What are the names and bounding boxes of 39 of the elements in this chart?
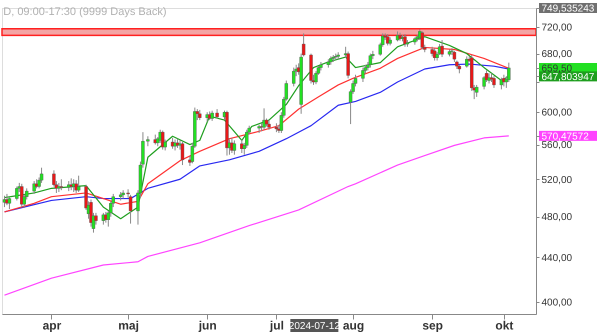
x-tick-label: sep xyxy=(422,318,444,332)
candlestick xyxy=(60,178,64,191)
candlestick xyxy=(8,197,12,210)
y-tick-label: 600,00 xyxy=(542,108,573,119)
y-tick-label: 570,47572 xyxy=(542,131,590,142)
y-tick-label: 480,00 xyxy=(542,212,573,224)
candlestick xyxy=(180,142,184,166)
y-tick-label: 400,00 xyxy=(542,298,573,309)
y-tick-label: 720,00 xyxy=(542,22,573,34)
candlestick xyxy=(368,53,372,68)
line-series xyxy=(4,135,510,296)
x-tick-label: jun xyxy=(198,318,217,332)
x-tick-label: okt xyxy=(495,318,514,332)
x-tick-label: apr xyxy=(42,318,62,332)
y-tick-label: 560,00 xyxy=(542,140,573,152)
y-tick-label: 647,803947 xyxy=(542,72,595,83)
candlestick xyxy=(76,175,80,193)
candlestick xyxy=(232,140,236,156)
candlestick xyxy=(32,180,36,194)
candlestick xyxy=(176,138,180,148)
y-tick-label: 749,535243 xyxy=(542,4,595,14)
candlestick xyxy=(346,51,350,79)
x-tick-label: maj xyxy=(118,318,139,332)
candlestick xyxy=(361,67,365,82)
candlestick xyxy=(500,77,504,90)
candlestick xyxy=(432,48,436,62)
candlestick xyxy=(57,182,61,193)
y-tick-label: 520,00 xyxy=(542,174,573,186)
y-tick-label: 680,00 xyxy=(542,49,573,60)
candlestick xyxy=(430,46,434,57)
y-tick-label: 659,50 xyxy=(542,63,573,74)
candlestick xyxy=(396,30,400,42)
candlestick xyxy=(173,139,177,151)
chart-title: D, 09:00-17:30 (9999 Days Back) xyxy=(3,6,167,18)
candlestick xyxy=(292,67,296,87)
x-tick-label: jul xyxy=(268,318,284,332)
y-tick-label: 440,00 xyxy=(542,253,573,264)
candlestick xyxy=(67,180,70,192)
x-tick-label: aug xyxy=(342,318,364,332)
